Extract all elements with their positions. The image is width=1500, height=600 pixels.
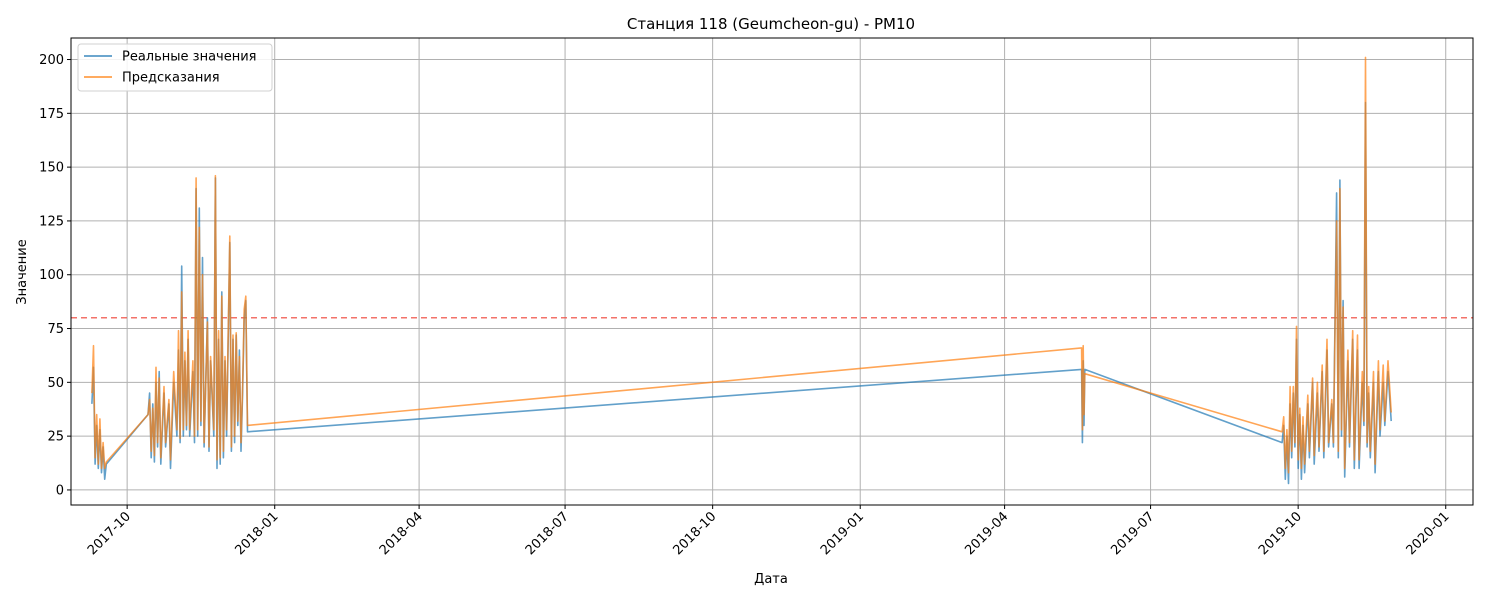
chart-title: Станция 118 (Geumcheon-gu) - PM10: [627, 15, 915, 33]
grid: [71, 38, 1473, 505]
y-tick-label: 75: [47, 322, 64, 337]
axes-frame: [70, 37, 1474, 506]
y-axis-ticks: 0 25 50 75 100 125 150 175 200: [39, 53, 71, 498]
legend: Реальные значения Предсказания: [77, 43, 273, 92]
y-tick-label: 0: [56, 483, 64, 498]
legend-box: [77, 43, 273, 92]
y-tick-label: 125: [39, 214, 64, 229]
y-tick-label: 50: [47, 376, 64, 391]
y-axis-title: Значение: [15, 239, 30, 304]
y-tick-label: 150: [39, 161, 64, 176]
series-line-predicted: [91, 56, 1392, 474]
y-tick-label: 200: [39, 53, 64, 68]
y-tick-label: 25: [47, 430, 64, 445]
x-axis-title: Дата: [754, 572, 788, 587]
legend-label: Реальные значения: [122, 50, 257, 65]
legend-label: Предсказания: [122, 71, 220, 86]
y-tick-label: 100: [39, 268, 64, 283]
plot-lines: [91, 56, 1392, 485]
y-tick-label: 175: [39, 107, 64, 122]
